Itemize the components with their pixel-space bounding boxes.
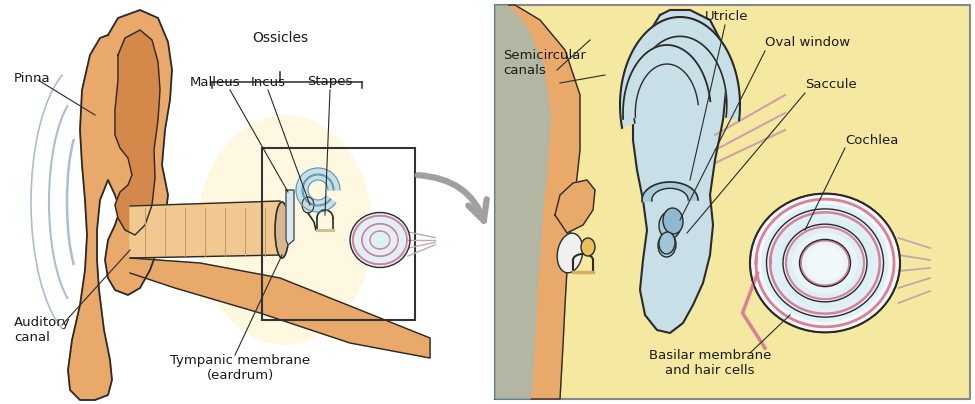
Polygon shape (130, 201, 280, 258)
Polygon shape (633, 10, 727, 333)
Text: Cochlea: Cochlea (845, 133, 898, 147)
Text: Saccule: Saccule (805, 78, 857, 91)
Ellipse shape (806, 246, 843, 280)
Text: Stapes: Stapes (307, 76, 353, 88)
Ellipse shape (350, 213, 410, 267)
Ellipse shape (302, 197, 314, 213)
Polygon shape (620, 17, 740, 128)
Ellipse shape (792, 232, 858, 294)
Text: Semicircular
canals: Semicircular canals (503, 49, 586, 77)
Polygon shape (623, 45, 711, 119)
Text: Tympanic membrane
(eardrum): Tympanic membrane (eardrum) (170, 354, 310, 382)
Polygon shape (555, 180, 595, 233)
Ellipse shape (750, 194, 900, 332)
Polygon shape (286, 190, 294, 245)
Text: Basilar membrane
and hair cells: Basilar membrane and hair cells (648, 349, 771, 377)
Ellipse shape (275, 202, 289, 258)
Ellipse shape (581, 238, 595, 256)
Ellipse shape (761, 204, 889, 322)
Text: Malleus: Malleus (190, 76, 240, 88)
Ellipse shape (659, 232, 675, 254)
Text: Incus: Incus (251, 76, 286, 88)
Polygon shape (642, 182, 698, 202)
Ellipse shape (663, 208, 683, 234)
Bar (495, 5, 970, 399)
Text: Ossicles: Ossicles (252, 31, 308, 45)
Polygon shape (130, 258, 430, 358)
Text: Utricle: Utricle (705, 11, 749, 23)
Ellipse shape (557, 233, 583, 273)
Text: Pinna: Pinna (14, 72, 51, 84)
Text: Oval window: Oval window (765, 36, 850, 50)
Bar (262, 148, 415, 320)
Text: Auditory
canal: Auditory canal (14, 316, 70, 344)
Polygon shape (303, 175, 333, 205)
Ellipse shape (776, 218, 874, 308)
Ellipse shape (198, 115, 372, 345)
Polygon shape (115, 30, 160, 235)
Ellipse shape (659, 211, 681, 239)
Polygon shape (68, 10, 172, 400)
Polygon shape (495, 5, 580, 399)
Ellipse shape (658, 233, 676, 257)
Polygon shape (296, 168, 340, 212)
Polygon shape (495, 5, 550, 399)
